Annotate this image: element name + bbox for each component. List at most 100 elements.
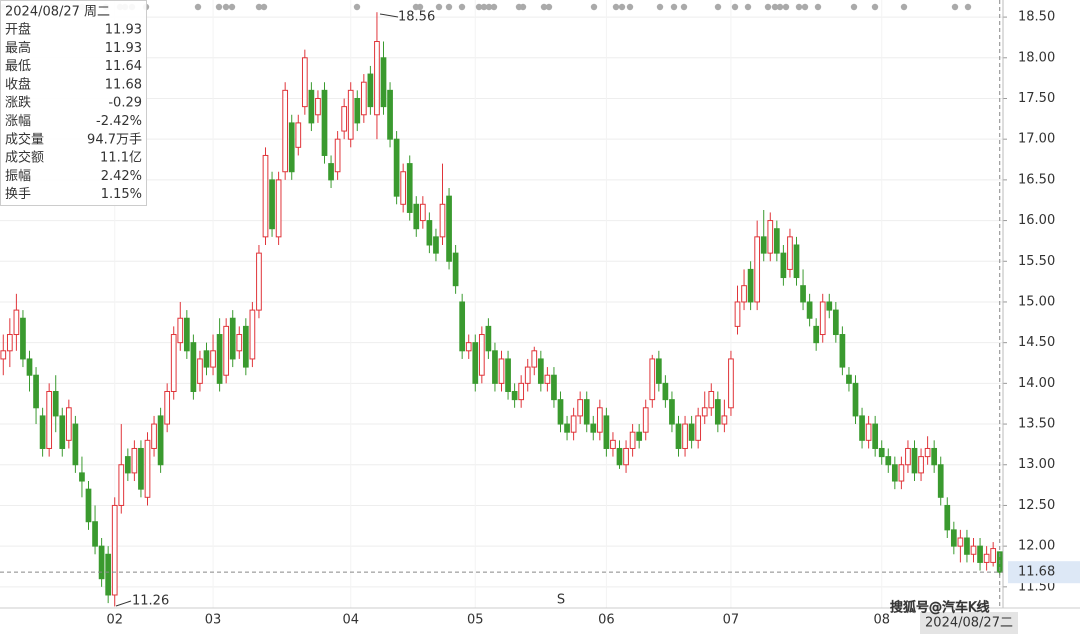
candle-body [242, 325, 249, 368]
event-dot [670, 3, 678, 11]
candle-body [531, 350, 538, 368]
event-dot [485, 3, 493, 11]
event-dot [260, 3, 268, 11]
candle-body [898, 464, 905, 482]
watermark: 搜狐号@汽车K线 [890, 600, 990, 616]
candle-body [0, 350, 7, 360]
info-label: 开盘 [5, 22, 31, 38]
candle-body [557, 399, 564, 425]
date-label-box [920, 612, 1018, 634]
candle-body [662, 382, 669, 401]
y-tick-label: 13.50 [1018, 417, 1055, 432]
candle-body [492, 350, 498, 384]
candle-body [544, 374, 551, 384]
candle-body [852, 382, 859, 417]
candle-body [183, 317, 190, 352]
candle-body [787, 236, 793, 270]
candle-body [485, 325, 492, 352]
event-dot [416, 3, 424, 11]
candle-body [701, 407, 708, 417]
event-dot [744, 3, 752, 11]
candle-body [33, 374, 39, 409]
candle-body [800, 285, 806, 303]
candle-body [393, 138, 400, 197]
info-value: -0.29 [108, 96, 142, 111]
candle-body [596, 407, 603, 433]
candle-body [144, 439, 151, 498]
candle-body [905, 447, 911, 466]
candle-body [111, 504, 118, 596]
candle-body [819, 301, 826, 336]
candle-body [983, 553, 990, 563]
candle-body [249, 309, 256, 360]
candle-body [262, 154, 269, 238]
x-tick-label: 08 [873, 613, 890, 628]
candle-body [452, 252, 459, 287]
candle-body [138, 447, 144, 490]
info-label: 最高 [5, 40, 31, 56]
candle-body [669, 399, 675, 425]
info-value: -2.42% [96, 114, 142, 129]
candle-body [216, 334, 223, 384]
candle-body [839, 334, 846, 368]
info-value: 2.42% [101, 169, 142, 184]
annotation-arrow [379, 13, 399, 18]
candle-body [190, 342, 197, 392]
candle-body [328, 163, 334, 181]
info-label: 最低 [5, 59, 31, 74]
candle-body [891, 464, 898, 482]
annotation-arrow [115, 600, 132, 607]
event-dot [850, 3, 858, 11]
info-label: 涨跌 [5, 95, 31, 111]
candle-body [944, 504, 951, 531]
candle-body [400, 171, 407, 205]
candle-body [734, 301, 741, 327]
candle-body [301, 57, 308, 108]
candle-body [72, 423, 79, 466]
info-label: 成交额 [5, 150, 44, 166]
date-label: 2024/08/27二 [925, 616, 1013, 631]
candle-body [590, 423, 597, 433]
candle-body [754, 236, 761, 303]
event-dot [714, 3, 722, 11]
candle-body [570, 415, 577, 433]
annotation: 18.56 [398, 10, 435, 25]
x-tick-label: 03 [205, 613, 222, 628]
info-value: 11.68 [105, 77, 142, 92]
candle-body [642, 407, 649, 433]
candle-body [354, 97, 361, 124]
candle-body [872, 423, 879, 449]
candle-body [878, 447, 885, 458]
candle-body [832, 309, 839, 336]
candle-body [911, 447, 918, 474]
candle-body [970, 545, 977, 555]
candle-body [459, 301, 466, 352]
candle-body [610, 439, 616, 449]
candle-body [124, 456, 131, 474]
x-tick-label: 07 [723, 613, 740, 628]
candle-body [387, 89, 393, 140]
event-dot [656, 3, 664, 11]
y-tick-label: 12.00 [1018, 539, 1055, 554]
candle-body [564, 423, 570, 433]
candle-body [505, 358, 511, 392]
event-dot [782, 3, 790, 11]
candle-body [629, 431, 636, 449]
candle-body [151, 423, 157, 449]
event-dot [801, 3, 809, 11]
candle-body [26, 358, 33, 376]
candle-body [623, 447, 629, 466]
x-tick-label: 06 [598, 613, 615, 628]
candle-body [977, 545, 983, 563]
candle-body [157, 415, 164, 466]
candle-body [360, 81, 367, 116]
y-tick-label: 18.00 [1018, 50, 1055, 65]
candle-body [695, 415, 702, 441]
event-dot [353, 3, 361, 11]
event-dot [519, 3, 527, 11]
annotation: 11.26 [132, 594, 169, 609]
x-tick-label: 04 [342, 613, 359, 628]
info-value: 11.64 [105, 59, 142, 74]
